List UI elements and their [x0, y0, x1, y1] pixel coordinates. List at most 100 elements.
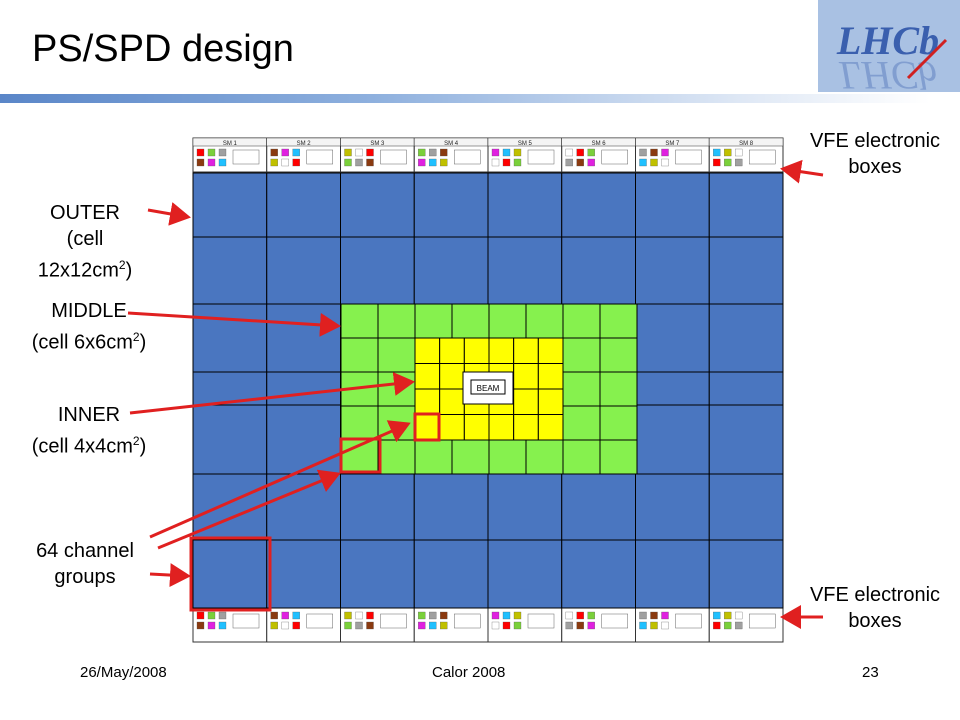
outer-cell: [487, 473, 563, 541]
middle-cell: [377, 303, 416, 339]
vfe-board: [454, 149, 481, 165]
outer-cell: [635, 303, 710, 373]
inner-cell: [488, 337, 515, 364]
middle-cell: [377, 371, 416, 407]
vfe-chip: [418, 621, 426, 630]
group-arrow-middle: [157, 469, 341, 550]
vfe-chip: [650, 158, 658, 167]
vfe-chip: [713, 621, 721, 630]
lhcb-logo-graphic: LHCb LHCb: [836, 18, 948, 98]
vfe-chip: [270, 621, 278, 630]
outer-cell: [635, 371, 710, 406]
outer-cell: [413, 236, 489, 305]
outer-cell: [413, 473, 489, 541]
vfe-chip: [292, 621, 300, 630]
vfe-chip: [491, 148, 500, 157]
middle-cell: [562, 303, 601, 339]
outer-cell: [192, 172, 268, 238]
vfe-top-arrow: [780, 159, 824, 184]
vfe-chip: [724, 148, 732, 157]
vfe-chip: [639, 611, 647, 620]
outer-cell: [340, 539, 415, 609]
vfe-chip: [281, 148, 289, 157]
outer-cell: [192, 236, 268, 305]
vfe-chip: [281, 158, 289, 167]
vfe-chip: [207, 148, 216, 157]
outer-cell: [192, 539, 268, 609]
vfe-chip: [713, 611, 721, 620]
vfe-chip: [650, 148, 658, 157]
outer-cell: [708, 539, 784, 609]
middle-cell: [599, 303, 638, 339]
vfe-chip: [281, 611, 289, 620]
vfe-chip: [661, 158, 669, 167]
outer-cell: [266, 303, 341, 373]
vfe-chip: [218, 611, 227, 620]
middle-cell: [562, 405, 601, 441]
outer-label-cell: (cell 12x12cm2): [37, 228, 133, 282]
vfe-chip: [513, 611, 522, 620]
vfe-chip: [366, 158, 374, 167]
vfe-chip: [502, 611, 511, 620]
vfe-board: [380, 613, 407, 629]
vfe-chip: [344, 148, 352, 157]
vfe-chip: [366, 621, 374, 630]
groups-label: 64 channel groups: [36, 540, 134, 588]
vfe-box-row-top: SM 1 SM 2 SM 3 SM 4 SM 5 SM 6 SM 7 SM 8: [192, 137, 784, 173]
vfe-chip: [724, 158, 732, 167]
vfe-chip: [292, 148, 300, 157]
supermodule-label: SM 6: [592, 141, 607, 147]
vfe-chip: [344, 158, 352, 167]
vfe-chip: [218, 158, 227, 167]
vfe-chip: [355, 148, 363, 157]
vfe-chip: [713, 158, 721, 167]
vfe-chip: [207, 611, 216, 620]
vfe-chip: [576, 148, 584, 157]
vfe-chip: [639, 148, 647, 157]
supermodule-label: SM 7: [665, 141, 680, 147]
page-number: 23: [862, 664, 879, 681]
vfe-chip: [429, 621, 437, 630]
outer-cell: [708, 236, 784, 305]
middle-cell: [599, 337, 638, 373]
outer-cell: [266, 404, 341, 475]
vfe-chip: [270, 611, 278, 620]
vfe-board: [601, 613, 628, 629]
inner-cell: [537, 388, 564, 415]
vfe-chip: [587, 148, 595, 157]
inner-cell: [537, 414, 564, 441]
vfe-chip: [502, 158, 511, 167]
vfe-chip: [491, 158, 500, 167]
middle-cell: [414, 303, 453, 339]
vfe-board: [601, 149, 628, 165]
outer-cell: [561, 236, 636, 305]
vfe-chip: [650, 621, 658, 630]
outer-cell: [266, 539, 341, 609]
vfe-chip: [270, 158, 278, 167]
group-arrow-inner: [149, 420, 411, 539]
vfe-chip: [440, 148, 448, 157]
vfe-chip: [344, 621, 352, 630]
vfe-board: [306, 149, 333, 165]
outer-cell: [266, 473, 341, 541]
vfe-top-label: VFE electronic boxes: [809, 130, 941, 178]
vfe-chip: [724, 621, 732, 630]
beam-label: BEAM: [477, 384, 500, 393]
vfe-board: [527, 149, 555, 165]
inner-cell: [513, 363, 539, 390]
outer-cell: [708, 371, 784, 406]
inner-label: INNER (cell 4x4cm2): [14, 402, 164, 460]
outer-cell: [192, 303, 268, 373]
vfe-chip: [418, 158, 426, 167]
vfe-chip: [576, 158, 584, 167]
vfe-chip: [196, 148, 205, 157]
outer-cell: [487, 172, 563, 238]
vfe-chip: [661, 148, 669, 157]
vfe-chip: [491, 611, 500, 620]
vfe-chip: [281, 621, 289, 630]
outer-cell: [635, 473, 710, 541]
vfe-chip: [661, 611, 669, 620]
vfe-chip: [565, 158, 573, 167]
vfe-box-header: [709, 137, 784, 147]
